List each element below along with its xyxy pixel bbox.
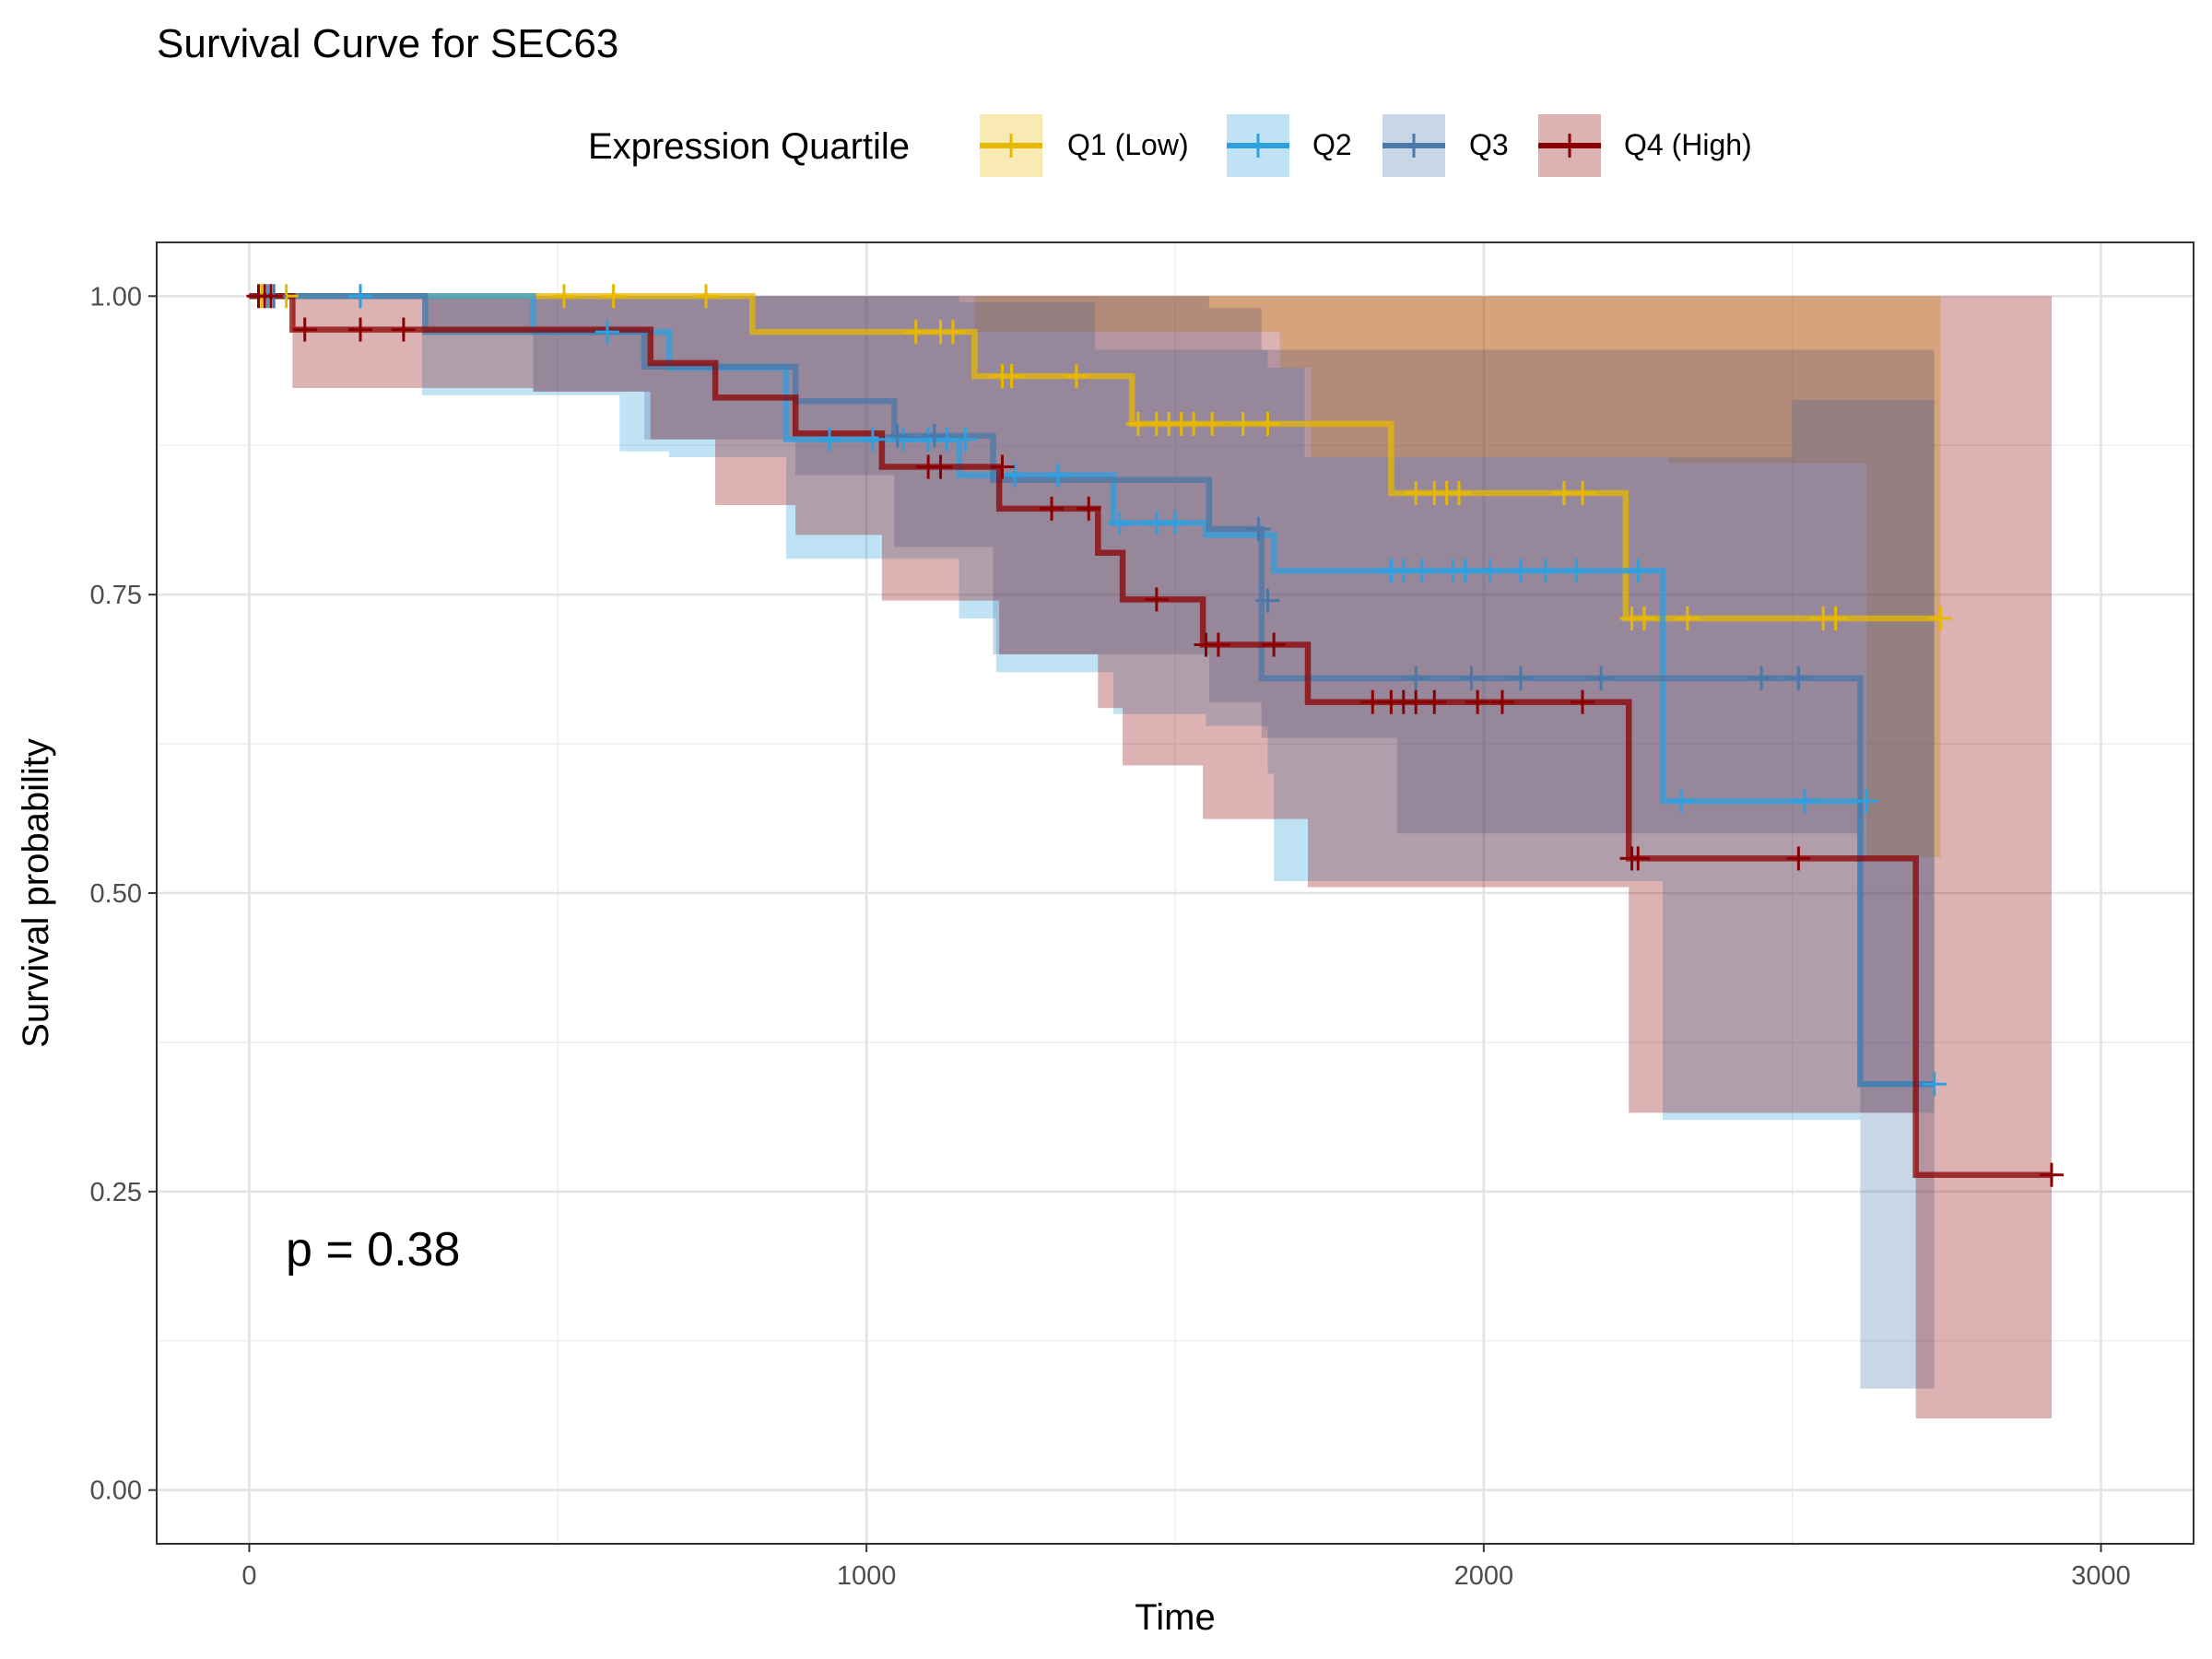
legend-label: Q4 (High) [1624, 128, 1752, 161]
censor-mark [1626, 846, 1651, 871]
censor-mark [1107, 511, 1132, 535]
legend-item: Q4 (High) [1538, 114, 1752, 177]
censor-mark [1045, 463, 1070, 488]
censor-mark [1246, 516, 1271, 541]
censor-mark [1404, 665, 1429, 690]
censor-mark [885, 423, 910, 448]
censor-mark [1928, 606, 1953, 631]
censor-mark [1262, 632, 1287, 657]
censor-mark [1200, 411, 1225, 436]
censor-marks [246, 284, 2064, 1187]
ci-band-q4-high- [249, 296, 2052, 1418]
censor-mark [1669, 789, 1694, 814]
curve-q2 [249, 293, 1935, 1088]
x-axis: 0 1000 2000 3000 [241, 1544, 2131, 1591]
censor-mark [990, 454, 1015, 479]
censor-mark [1465, 689, 1490, 714]
legend: Expression Quartile Q1 (Low) Q2 Q3 Q4 (High) [588, 114, 1752, 177]
censor-mark [694, 284, 719, 309]
censor-mark [860, 427, 885, 452]
y-tick-label: 0.00 [90, 1477, 142, 1506]
x-axis-title: Time [1135, 1597, 1215, 1638]
x-tick-label: 3000 [2071, 1561, 2131, 1591]
censor-mark [1422, 689, 1447, 714]
curve-q1-low- [249, 293, 1941, 622]
censor-mark [552, 284, 576, 309]
censor-mark [348, 317, 372, 342]
censor-mark [1571, 481, 1594, 506]
y-tick-label: 0.75 [90, 581, 142, 610]
censor-mark [1564, 559, 1589, 583]
censor-mark [1922, 1072, 1947, 1097]
censor-mark [999, 364, 1024, 389]
y-tick-label: 0.50 [90, 879, 142, 909]
legend-item: Q2 [1227, 114, 1352, 177]
censor-mark [1626, 559, 1651, 583]
censor-mark [1786, 846, 1811, 871]
censor-mark [1206, 632, 1230, 657]
censor-mark [953, 427, 978, 452]
legend-item: Q3 [1382, 114, 1509, 177]
censor-mark [1533, 559, 1558, 583]
censor-mark [292, 317, 317, 342]
censor-mark [940, 320, 965, 345]
censor-mark [1509, 665, 1534, 690]
censor-mark [1064, 364, 1088, 389]
censor-mark [1823, 606, 1848, 631]
censor-mark [1854, 789, 1879, 814]
censor-mark [928, 454, 953, 479]
legend-label: Q3 [1469, 128, 1509, 161]
censor-mark [1793, 789, 1818, 814]
ci-band-q1-low- [249, 296, 1941, 858]
censor-mark [1230, 411, 1255, 436]
censor-mark [1459, 665, 1484, 690]
legend-label: Q2 [1312, 128, 1352, 161]
censor-mark [1453, 559, 1477, 583]
censor-mark [601, 284, 626, 309]
censor-mark [1675, 606, 1700, 631]
censor-mark [1589, 665, 1614, 690]
x-tick-label: 2000 [1454, 1561, 1514, 1591]
y-axis: 0.00 0.25 0.50 0.75 1.00 [90, 282, 157, 1506]
x-tick-label: 0 [241, 1561, 256, 1591]
censor-mark [1144, 587, 1169, 612]
censor-mark [1749, 665, 1774, 690]
ci-band-q2 [249, 296, 1935, 1121]
p-value-annotation: p = 0.38 [286, 1223, 460, 1277]
censor-mark [348, 284, 372, 309]
censor-mark [1255, 411, 1280, 436]
censor-mark [903, 320, 928, 345]
censor-mark [2039, 1162, 2064, 1187]
censor-mark [1509, 559, 1534, 583]
censor-mark [1571, 689, 1594, 714]
censor-mark [1631, 606, 1656, 631]
censor-mark [1163, 511, 1187, 535]
censor-mark [1409, 559, 1434, 583]
censor-mark [594, 320, 619, 345]
censor-mark [391, 317, 416, 342]
censor-mark [1002, 463, 1027, 488]
legend-label: Q1 (Low) [1067, 128, 1189, 161]
censor-mark [1447, 481, 1472, 506]
censor-mark [1489, 689, 1514, 714]
y-axis-title: Survival probability [16, 738, 56, 1048]
y-tick-label: 0.25 [90, 1178, 142, 1207]
censor-mark [258, 284, 283, 309]
censor-mark [1077, 496, 1101, 521]
censor-mark [1040, 496, 1065, 521]
censor-mark [817, 427, 841, 452]
chart-title: Survival Curve for SEC63 [157, 21, 618, 66]
x-tick-label: 1000 [837, 1561, 897, 1591]
y-tick-label: 1.00 [90, 282, 142, 312]
censor-mark [1477, 559, 1502, 583]
censor-mark [1255, 588, 1280, 613]
censor-mark [1786, 665, 1811, 690]
legend-title: Expression Quartile [588, 126, 910, 167]
censor-mark [922, 423, 947, 448]
grid-lines [157, 242, 2194, 1544]
censor-mark [891, 427, 916, 452]
legend-item: Q1 (Low) [980, 114, 1189, 177]
